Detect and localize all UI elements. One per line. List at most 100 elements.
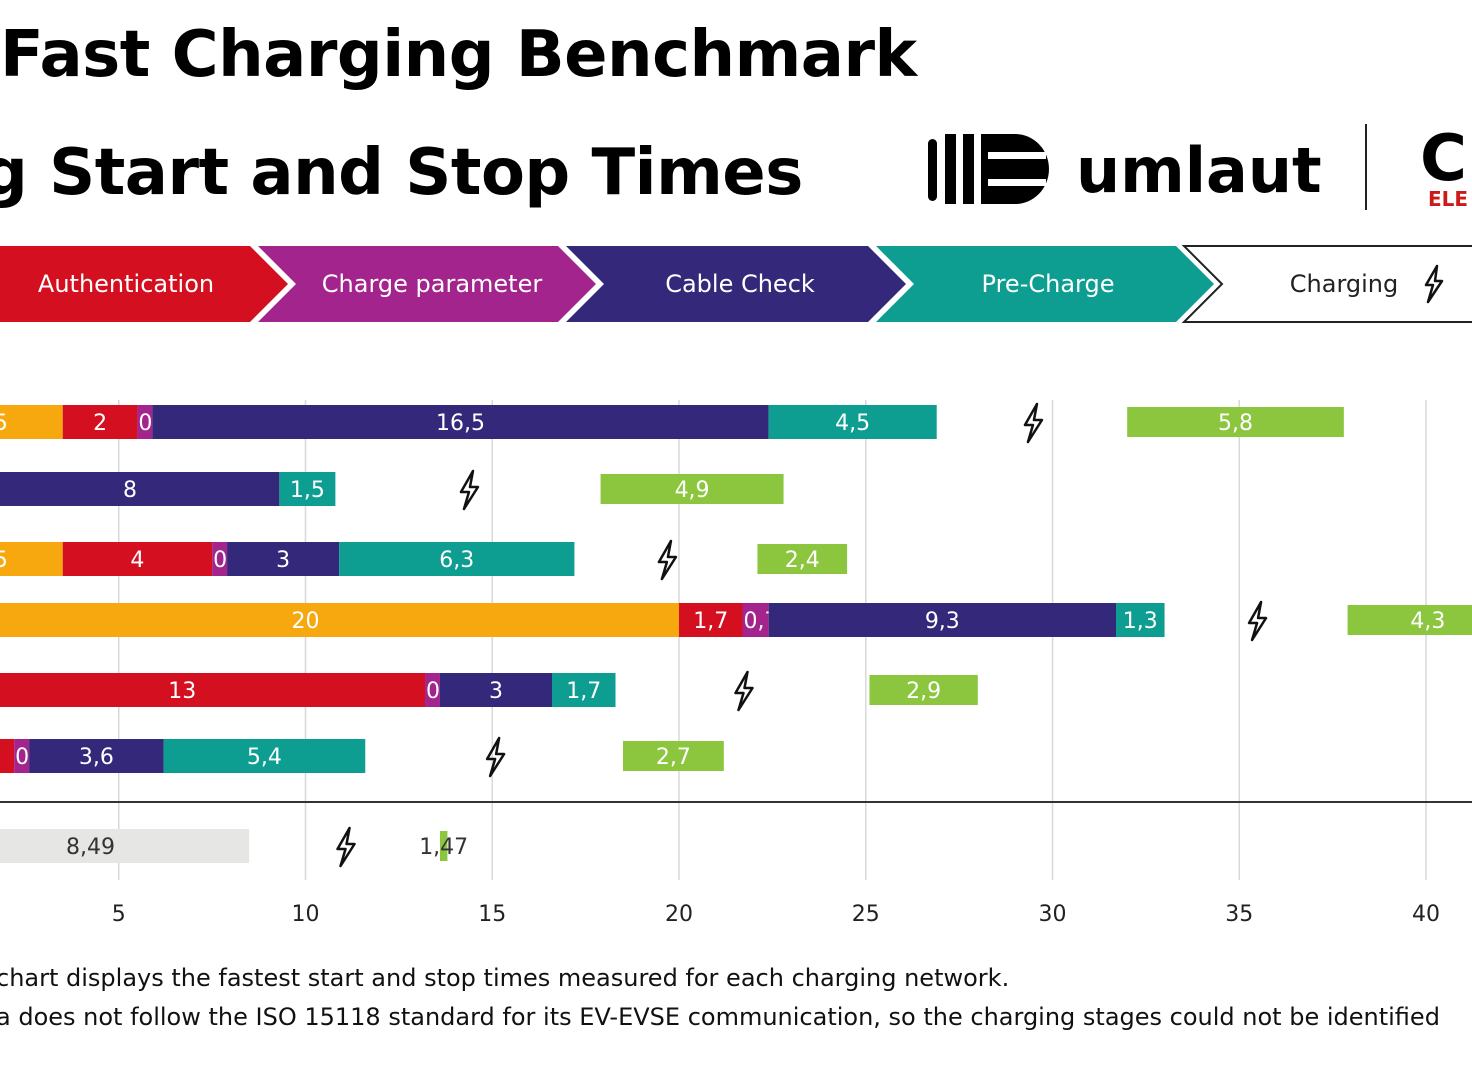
stop-time-bar <box>1127 407 1344 437</box>
stop-time-bar <box>439 831 448 861</box>
x-tick-label: 30 <box>1039 902 1067 927</box>
bar-segment-navy <box>152 405 769 439</box>
umlaut-wordmark: umlaut <box>1076 134 1322 207</box>
stage-arrow-authentication <box>0 246 288 322</box>
stage-label-cable-check: Cable Check <box>665 270 815 298</box>
bar-segment-teal <box>1115 603 1165 637</box>
stop-time-label: 2,9 <box>906 679 941 704</box>
bar-segment-teal <box>279 472 336 506</box>
bar-segment-magenta <box>742 603 769 637</box>
bar-segment-yellow <box>0 542 63 576</box>
stop-time-bar <box>1347 605 1472 635</box>
bar-segment-magenta <box>425 673 440 707</box>
charging-bolt-icon <box>1247 600 1268 642</box>
bar-segment-magenta <box>212 542 228 576</box>
stage-charging: Charging <box>1181 245 1472 323</box>
bar-segment-navy <box>227 542 340 576</box>
chart-subtitle: g Start and Stop Times <box>0 136 803 210</box>
bar-segment-yellow <box>0 405 63 439</box>
bar-segment-gray <box>0 829 250 863</box>
bar-segment-navy <box>29 739 164 773</box>
partner-logo-fragment: C <box>1420 122 1467 196</box>
bar-value-label: 4 <box>130 548 144 573</box>
stop-time-label: 4,9 <box>675 478 710 503</box>
stage-legend: Authentication Charge parameter Cable Ch… <box>0 245 1472 323</box>
bar-segment-teal <box>163 739 366 773</box>
x-tick-label: 15 <box>478 902 506 927</box>
stage-label-pre-charge: Pre-Charge <box>982 270 1115 298</box>
stop-time-bar <box>600 474 784 504</box>
bar-value-label: 6,3 <box>439 548 474 573</box>
stage-arrow-pre-charge <box>876 246 1214 322</box>
stage-cable-check: Cable Check <box>566 246 906 322</box>
bar-segment-teal <box>768 405 937 439</box>
stop-time-label: 2,4 <box>785 548 820 573</box>
chart-title: Fast Charging Benchmark <box>0 18 917 92</box>
bar-segment-yellow <box>0 603 679 637</box>
x-tick-label: 40 <box>1412 902 1440 927</box>
bar-value-label: 1,5 <box>290 478 325 503</box>
umlaut-logo: umlaut C ELE <box>928 122 1468 211</box>
stage-label-authentication: Authentication <box>38 270 214 298</box>
bar-value-label: 5,4 <box>247 745 282 770</box>
stage-label-charge-parameter: Charge parameter <box>322 270 543 298</box>
charging-bolt-icon <box>459 469 480 511</box>
bar-segment-teal <box>339 542 575 576</box>
stage-pre-charge: Pre-Charge <box>876 246 1214 322</box>
bar-segment-magenta <box>137 405 153 439</box>
bar-value-label: 16,5 <box>436 411 485 436</box>
stage-charge-parameter: Charge parameter <box>258 246 596 322</box>
bar-segment-magenta <box>14 739 30 773</box>
x-axis-ticks: 5 10 15 20 25 30 35 40 <box>112 902 1440 927</box>
stop-time-bar <box>757 544 848 574</box>
stop-time-bar <box>622 741 724 771</box>
charging-bolt-icon <box>1023 402 1044 444</box>
stage-authentication: Authentication <box>0 246 288 322</box>
bar-value-label: 1,7 <box>693 609 728 634</box>
charging-bolt-icon <box>1424 264 1444 304</box>
charging-bolt-icon <box>734 670 754 712</box>
bar-value-label: 2 <box>93 411 107 436</box>
charging-bolt-icon <box>336 826 356 868</box>
bar-segment-navy <box>0 472 280 506</box>
stage-label-charging: Charging <box>1290 270 1398 298</box>
stop-time-label: 4,3 <box>1410 609 1445 634</box>
footnote-1: chart displays the fastest start and sto… <box>0 964 1010 992</box>
x-tick-label: 10 <box>292 902 320 927</box>
stage-arrow-cable-check <box>566 246 906 322</box>
bar-segment-red <box>679 603 743 637</box>
bar-value-label: ,5 <box>0 548 8 573</box>
bar-value-label: 3,6 <box>79 745 114 770</box>
bar-value-label: ,5 <box>0 411 8 436</box>
bar-segment-red <box>0 673 426 707</box>
chart-bars: ,520,416,54,55,80,70,481,54,9,540,436,32… <box>0 402 1472 868</box>
x-tick-label: 25 <box>852 902 880 927</box>
bar-value-label: 8,49 <box>66 835 115 860</box>
stop-time-label: 2,7 <box>656 745 691 770</box>
x-tick-label: 5 <box>112 902 126 927</box>
bar-value-label: 1,7 <box>566 679 601 704</box>
bar-value-label: 3 <box>276 548 290 573</box>
bar-segment-navy <box>439 673 553 707</box>
bar-value-label: 13 <box>168 679 196 704</box>
bar-segment-navy <box>768 603 1116 637</box>
bar-segment-red <box>62 542 213 576</box>
footnote-2: a does not follow the ISO 15118 standard… <box>0 1003 1440 1031</box>
bar-value-label: 3 <box>489 679 503 704</box>
x-tick-label: 20 <box>665 902 693 927</box>
bar-segment-red <box>0 739 15 773</box>
bar-value-label: 9,3 <box>925 609 960 634</box>
stop-time-bar <box>869 675 978 705</box>
stop-time-label: 1,47 <box>419 835 468 860</box>
bar-value-label: 8 <box>123 478 137 503</box>
x-tick-label: 35 <box>1225 902 1253 927</box>
stage-arrow-charge-parameter <box>258 246 596 322</box>
bar-value-label: 20 <box>292 609 320 634</box>
bar-value-label: 1,3 <box>1123 609 1158 634</box>
stop-time-label: 5,8 <box>1218 411 1253 436</box>
bar-value-label: 4,5 <box>835 411 870 436</box>
umlaut-logo-mark <box>928 134 1049 204</box>
charging-bolt-icon <box>657 539 678 581</box>
partner-logo-subtext: ELE <box>1428 187 1468 211</box>
